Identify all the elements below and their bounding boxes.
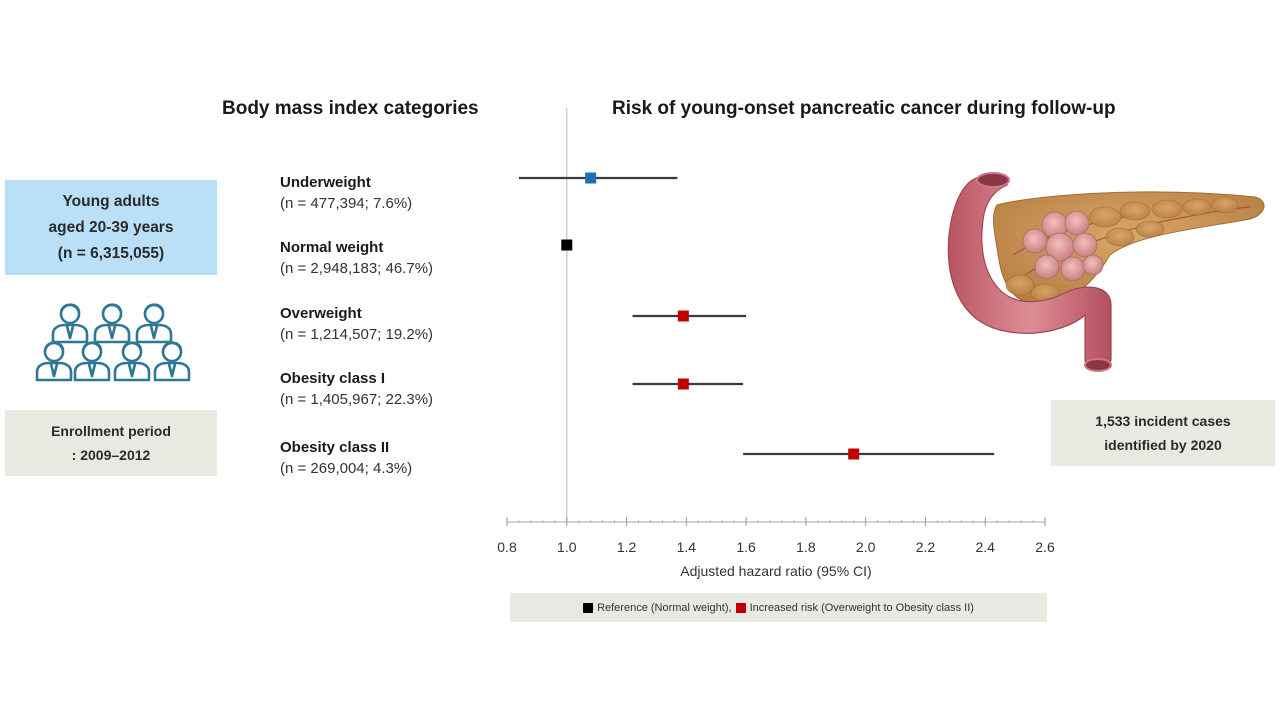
person-icon — [113, 341, 151, 382]
group-of-people-icon — [35, 303, 191, 382]
risk-heading: Risk of young-onset pancreatic cancer du… — [612, 98, 1116, 119]
population-line-3: (n = 6,315,055) — [57, 244, 165, 262]
category-count: (n = 269,004; 4.3%) — [280, 460, 413, 477]
x-tick-label: 1.8 — [796, 539, 816, 555]
x-tick-label: 0.8 — [497, 539, 517, 555]
category-label-obesity-class-1: Obesity class I (n = 1,405,967; 22.3%) — [280, 368, 433, 410]
incident-cases-box: 1,533 incident cases identified by 2020 — [1051, 400, 1275, 466]
category-label-normal-weight: Normal weight (n = 2,948,183; 46.7%) — [280, 237, 433, 279]
category-name: Overweight — [280, 305, 362, 322]
category-name: Underweight — [280, 174, 371, 191]
category-count: (n = 1,214,507; 19.2%) — [280, 326, 434, 343]
chart-legend: Reference (Normal weight), Increased ris… — [510, 593, 1047, 622]
legend-label-reference: Reference (Normal weight), — [597, 601, 732, 614]
cases-line-1: 1,533 incident cases — [1095, 413, 1231, 429]
legend-swatch-increased-risk — [735, 602, 746, 613]
hr-point-underweight — [585, 172, 597, 184]
x-tick-label: 2.2 — [916, 539, 936, 555]
x-tick-label: 1.0 — [557, 539, 577, 555]
person-icon — [35, 341, 73, 382]
x-axis-label: Adjusted hazard ratio (95% CI) — [680, 563, 871, 579]
bmi-categories-heading: Body mass index categories — [222, 98, 479, 119]
legend-label-increased-risk: Increased risk (Overweight to Obesity cl… — [749, 601, 974, 614]
hr-point-overweight — [677, 310, 689, 322]
hr-point-obesity-class-ii — [848, 448, 860, 460]
population-line-1: Young adults — [62, 192, 160, 210]
category-label-overweight: Overweight (n = 1,214,507; 19.2%) — [280, 303, 433, 345]
person-icon — [51, 303, 89, 344]
person-icon — [135, 303, 173, 344]
x-tick-label: 2.6 — [1035, 539, 1055, 555]
category-count: (n = 2,948,183; 46.7%) — [280, 260, 434, 277]
enrollment-line-1: Enrollment period — [51, 423, 171, 439]
person-icon — [93, 303, 131, 344]
category-name: Obesity class I — [280, 370, 386, 387]
x-tick-label: 2.4 — [975, 539, 995, 555]
category-name: Normal weight — [280, 239, 384, 256]
x-tick-label: 1.2 — [617, 539, 637, 555]
category-label-obesity-class-2: Obesity class II (n = 269,004; 4.3%) — [280, 437, 412, 479]
category-count: (n = 1,405,967; 22.3%) — [280, 391, 434, 408]
population-line-2: aged 20-39 years — [48, 218, 174, 236]
enrollment-period-box: Enrollment period : 2009–2012 — [5, 410, 217, 476]
pancreas-illustration — [947, 172, 1265, 372]
x-tick-label: 1.4 — [677, 539, 697, 555]
legend-swatch-reference — [583, 602, 594, 613]
x-tick-label: 2.0 — [856, 539, 876, 555]
person-icon — [153, 341, 191, 382]
x-tick-label: 1.6 — [736, 539, 756, 555]
hr-point-normal-weight — [561, 239, 573, 251]
category-label-underweight: Underweight (n = 477,394; 7.6%) — [280, 172, 412, 214]
hr-point-obesity-class-i — [677, 378, 689, 390]
category-name: Obesity class II — [280, 439, 390, 456]
person-icon — [73, 341, 111, 382]
cases-line-2: identified by 2020 — [1104, 437, 1222, 453]
enrollment-line-2: : 2009–2012 — [71, 447, 151, 463]
category-count: (n = 477,394; 7.6%) — [280, 195, 413, 212]
population-box: Young adults aged 20-39 years (n = 6,315… — [5, 180, 217, 275]
